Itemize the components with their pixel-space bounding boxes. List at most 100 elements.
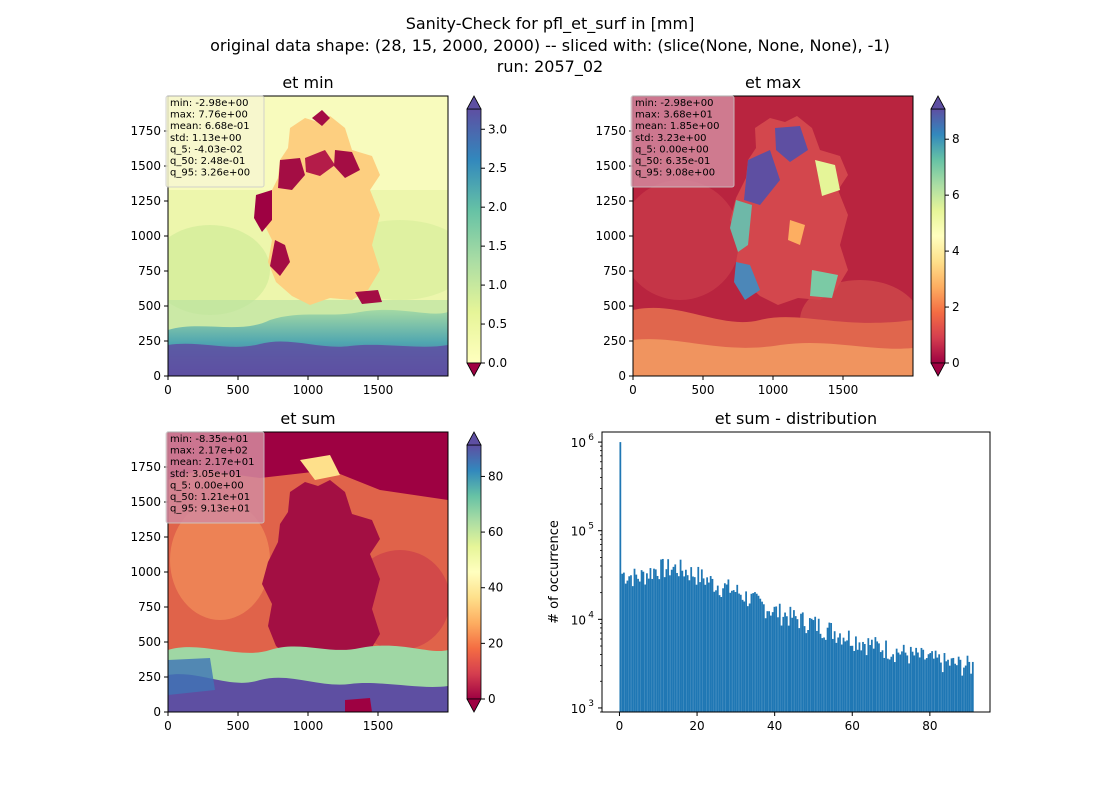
- histogram-bar: [863, 643, 866, 712]
- histogram-bar: [640, 570, 643, 712]
- y-tick-label: 500: [603, 299, 626, 313]
- histogram-bar: [892, 654, 894, 712]
- histogram-bar: [897, 652, 900, 712]
- stats-line: max: 3.68e+01: [635, 110, 713, 121]
- colorbar-et-max: 0 2 4 6 8: [930, 95, 960, 377]
- histogram-bar: [931, 651, 933, 712]
- y-tick-label: 1000: [130, 229, 161, 243]
- y-tick-label: 0: [618, 369, 626, 383]
- histogram-bar: [661, 558, 664, 712]
- histogram-bar: [656, 575, 659, 712]
- histogram-bar: [917, 652, 919, 712]
- y-tick-label: 1000: [130, 565, 161, 579]
- histogram-bar: [936, 657, 939, 712]
- y-tick-label: 1250: [130, 194, 161, 208]
- y-tick-label: 0: [153, 705, 161, 719]
- colorbar-tick-label: 4: [952, 244, 960, 258]
- y-tick-label: 10: [571, 525, 586, 539]
- panel-et-min: et min 0 500 1000 1500 0 250 500 750 1000 1250 15…: [130, 73, 507, 397]
- histogram-bar: [720, 596, 723, 712]
- colorbar-tick-label: 2.5: [488, 161, 507, 175]
- histogram-bar: [798, 628, 801, 712]
- histogram-bar: [638, 581, 641, 712]
- x-tick-label: 500: [692, 383, 715, 397]
- histogram-bar: [932, 658, 935, 712]
- histogram-bar: [699, 582, 701, 712]
- histogram-bar: [780, 625, 783, 712]
- histogram-bar: [748, 603, 751, 712]
- histogram-bar: [810, 618, 813, 712]
- histogram-bar: [870, 639, 873, 712]
- heatmap-et-min: [168, 96, 448, 376]
- stats-line: max: 2.17e+02: [170, 446, 248, 457]
- x-tick-label: 1500: [828, 383, 859, 397]
- histogram-bar: [658, 579, 661, 712]
- x-tick-label: 0: [164, 719, 172, 733]
- histogram-bar: [888, 659, 891, 712]
- y-tick-label: 1500: [130, 159, 161, 173]
- histogram-bar: [911, 651, 914, 712]
- y-tick-exponent: 3: [588, 699, 594, 709]
- axes-frame-distribution: [601, 431, 991, 713]
- stats-line: std: 3.23e+00: [635, 133, 707, 144]
- histogram-bar: [970, 673, 972, 712]
- histogram-bar: [775, 606, 778, 712]
- histogram-bar: [679, 559, 682, 712]
- histogram-bar: [713, 591, 716, 712]
- panel-title-et-min: et min: [282, 73, 333, 92]
- histogram-bar: [823, 637, 825, 712]
- histogram-bar: [644, 584, 647, 712]
- stats-line: min: -2.98e+00: [635, 98, 714, 109]
- histogram-bar: [862, 641, 864, 712]
- y-tick-label: 250: [138, 334, 161, 348]
- stats-line: min: -8.35e+01: [170, 434, 249, 445]
- y-axis-et-sum: 0 250 500 750 1000 1250 1500 1750: [130, 460, 168, 719]
- title-line-1: Sanity-Check for pfl_et_surf in [mm]: [406, 14, 695, 34]
- histogram-bar: [885, 640, 887, 712]
- histogram-bar: [826, 627, 829, 712]
- y-tick-label: 10: [571, 702, 586, 716]
- histogram-bar: [878, 643, 880, 712]
- y-tick-label: 250: [603, 334, 626, 348]
- panel-et-sum: et sum 0 500 1000 1500 0 250 500 750 1000 1250 15…: [130, 409, 503, 733]
- histogram-bar: [824, 639, 827, 712]
- x-tick-label: 1500: [363, 383, 394, 397]
- histogram-bar: [855, 636, 857, 712]
- colorbar-et-sum: 0 20 40 60 80: [466, 431, 503, 713]
- y-tick-label: 750: [138, 600, 161, 614]
- histogram-bar: [833, 631, 836, 712]
- histogram-bar: [736, 584, 739, 712]
- histogram-bar: [920, 647, 923, 712]
- histogram-bar: [821, 638, 824, 712]
- histogram-bar: [743, 601, 746, 712]
- histogram-bar: [642, 571, 645, 712]
- histogram-bar: [778, 603, 781, 712]
- histogram-bar: [651, 578, 654, 712]
- histogram-bar: [762, 604, 765, 712]
- histogram-bar: [669, 575, 671, 712]
- heatmap-et-max: [633, 96, 913, 376]
- histogram-bar: [952, 657, 955, 712]
- y-tick-label: 1750: [130, 460, 161, 474]
- colorbar-tick-label: 2.0: [488, 200, 507, 214]
- histogram-bar: [851, 645, 854, 712]
- x-tick-label: 20: [689, 719, 704, 733]
- histogram-bar: [828, 622, 831, 712]
- histogram-bar: [881, 650, 884, 712]
- figure-title: Sanity-Check for pfl_et_surf in [mm] ori…: [210, 14, 890, 77]
- histogram-bar: [727, 579, 730, 712]
- histogram-bar: [702, 578, 705, 712]
- stats-line: q_50: 2.48e-01: [170, 156, 245, 167]
- histogram-bar: [860, 650, 863, 712]
- title-line-3: run: 2057_02: [497, 57, 603, 77]
- y-tick-exponent: 6: [588, 433, 594, 443]
- panel-title-et-sum: et sum: [280, 409, 335, 428]
- histogram-bar: [803, 626, 806, 712]
- y-tick-label: 1750: [130, 124, 161, 138]
- title-line-2: original data shape: (28, 15, 2000, 2000…: [210, 36, 890, 55]
- x-axis-et-sum: 0 500 1000 1500: [164, 712, 393, 733]
- histogram-bar: [761, 601, 763, 712]
